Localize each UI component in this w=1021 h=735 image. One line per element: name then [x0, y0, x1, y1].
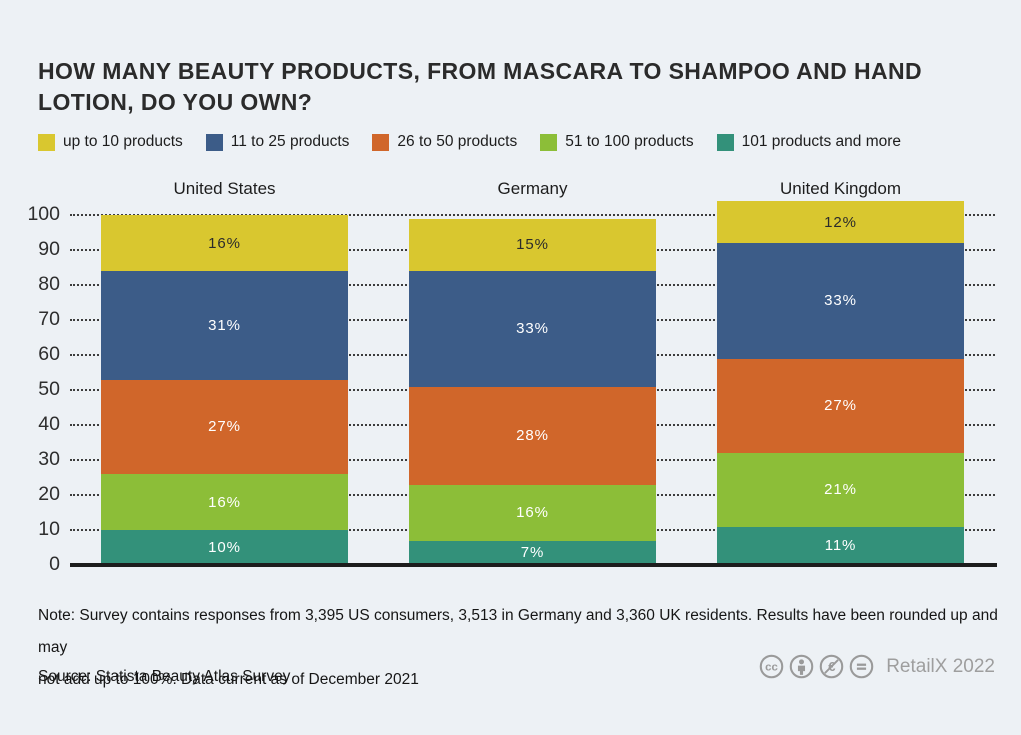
gridline	[70, 214, 995, 216]
bar-segment: 27%	[101, 379, 348, 474]
column-header: United States	[173, 179, 276, 198]
chart-title-line-2: LOTION, DO YOU OWN?	[38, 89, 313, 115]
y-axis-tick-label: 70	[38, 308, 60, 330]
legend-swatch	[540, 133, 558, 151]
legend-label: 101 products and more	[741, 133, 902, 150]
bar-segment: 27%	[717, 358, 964, 453]
y-axis-tick-label: 60	[38, 343, 60, 365]
legend: up to 10 products 11 to 25 products 26 to …	[38, 133, 901, 151]
bar-segment: 33%	[409, 271, 656, 387]
cc-icon: cc	[759, 654, 784, 679]
chart-title-line-1: HOW MANY BEAUTY PRODUCTS, FROM MASCARA T…	[38, 58, 923, 84]
cc-by-person-icon	[789, 654, 814, 679]
y-axis-tick-label: 30	[38, 448, 60, 470]
y-axis-tick-label: 80	[38, 273, 60, 295]
legend-item: 26 to 50 products	[372, 133, 517, 151]
note-line-1: Note: Survey contains responses from 3,3…	[38, 607, 998, 656]
legend-item: 101 products and more	[716, 133, 902, 151]
bar-segment: 10%	[101, 530, 348, 565]
note-line-2: not add up to 100%. Data current as of D…	[38, 671, 419, 688]
y-axis-tick-label: 20	[38, 483, 60, 505]
legend-item: up to 10 products	[38, 133, 183, 151]
note-text: Note: Survey contains responses from 3,3…	[38, 600, 998, 696]
y-axis-tick-label: 0	[49, 553, 60, 575]
legend-item: 11 to 25 products	[205, 133, 350, 151]
y-axis-tick-label: 50	[38, 378, 60, 400]
bar-segment: 16%	[101, 215, 348, 271]
stacked-bar: 16% 31% 27% 16% 10%	[101, 215, 348, 565]
y-axis-tick-label: 40	[38, 413, 60, 435]
license-credit-row: cc € RetailX 2022	[759, 654, 995, 679]
x-axis-line	[70, 563, 997, 567]
bar-segment: 31%	[101, 271, 348, 380]
y-axis-tick-label: 100	[27, 203, 60, 225]
legend-label: 51 to 100 products	[565, 133, 694, 150]
legend-swatch	[372, 133, 390, 151]
legend-swatch	[716, 133, 734, 151]
stacked-bar: 12% 33% 27% 21% 11%	[717, 201, 964, 565]
bar-segment: 11%	[717, 526, 964, 565]
legend-item: 51 to 100 products	[540, 133, 694, 151]
cc-nd-equals-icon	[849, 654, 874, 679]
bar-segment: 7%	[409, 540, 656, 565]
y-axis-tick-label: 90	[38, 238, 60, 260]
bar-segment: 33%	[717, 243, 964, 359]
source-text: Source: Statista Beauty Atlas Survey	[38, 668, 291, 685]
cc-nc-euro-icon: €	[819, 654, 844, 679]
bar-segment: 12%	[717, 201, 964, 243]
credit-text: RetailX 2022	[886, 655, 995, 677]
legend-label: 11 to 25 products	[230, 133, 350, 150]
bar-segment: 21%	[717, 453, 964, 527]
chart-title: HOW MANY BEAUTY PRODUCTS, FROM MASCARA T…	[38, 56, 988, 118]
column-header: United Kingdom	[780, 179, 901, 198]
bar-segment: 28%	[409, 386, 656, 485]
legend-swatch	[38, 133, 55, 151]
stacked-bar: 15% 33% 28% 16% 7%	[409, 218, 656, 565]
legend-label: up to 10 products	[63, 133, 183, 150]
bar-segment: 16%	[101, 474, 348, 530]
legend-label: 26 to 50 products	[397, 133, 518, 150]
svg-text:cc: cc	[765, 662, 778, 674]
legend-swatch	[205, 133, 223, 151]
bar-segment: 16%	[409, 484, 656, 541]
bar-segment: 15%	[409, 218, 656, 271]
y-axis-tick-label: 10	[38, 518, 60, 540]
column-header: Germany	[497, 179, 568, 198]
